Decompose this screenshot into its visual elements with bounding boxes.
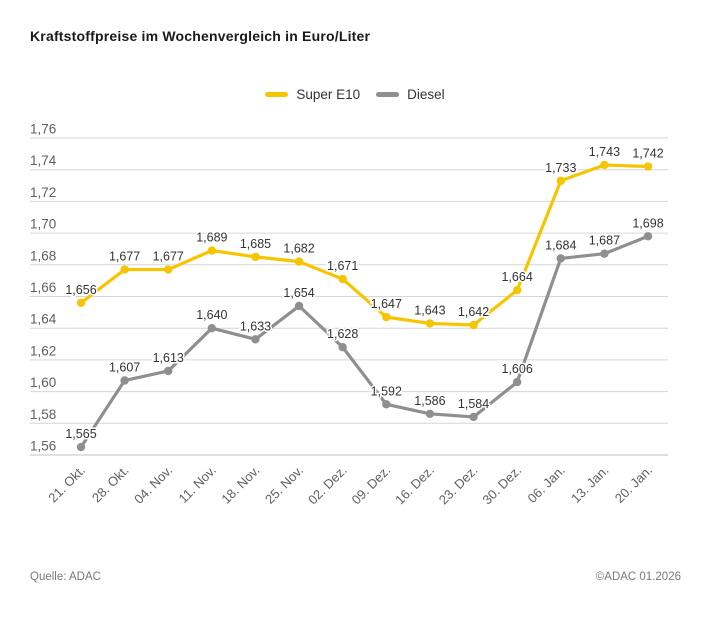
super-e10-line-swatch-icon (265, 92, 289, 97)
point-label-super-e10: 1,671 (327, 259, 358, 273)
point-label-super-e10: 1,643 (414, 303, 445, 317)
point-label-diesel: 1,586 (414, 394, 445, 408)
x-axis-label: 25. Nov. (262, 463, 306, 507)
point-label-super-e10: 1,677 (109, 250, 140, 264)
x-axis-label: 28. Okt. (89, 463, 132, 506)
point-diesel (76, 442, 86, 452)
point-diesel (120, 376, 129, 385)
point-label-diesel: 1,592 (371, 384, 402, 398)
point-super-e10 (294, 257, 304, 266)
legend-label-super-e10: Super E10 (296, 87, 361, 102)
y-axis-label: 1,68 (30, 248, 56, 263)
y-axis-label: 1,72 (30, 185, 56, 200)
point-super-e10 (556, 176, 565, 185)
point-diesel (600, 249, 609, 258)
y-axis-label: 1,58 (30, 407, 56, 422)
point-label-super-e10: 1,642 (458, 305, 489, 319)
point-diesel (512, 377, 522, 387)
y-axis-label: 1,74 (30, 153, 57, 168)
point-diesel (643, 232, 653, 241)
point-label-super-e10: 1,656 (65, 283, 96, 297)
x-axis-label: 20. Jan. (612, 463, 655, 506)
point-super-e10 (164, 265, 173, 274)
footer: Quelle: ADAC ©ADAC 01.2026 (30, 571, 681, 583)
point-label-diesel: 1,606 (502, 362, 533, 376)
point-label-diesel: 1,654 (283, 286, 314, 300)
legend-item-diesel: Diesel (376, 87, 445, 102)
point-label-super-e10: 1,733 (545, 161, 576, 175)
point-label-super-e10: 1,742 (632, 147, 663, 161)
point-diesel (556, 254, 565, 263)
point-super-e10 (382, 312, 391, 322)
point-label-diesel: 1,628 (327, 327, 358, 341)
x-axis-label: 18. Nov. (218, 463, 262, 507)
point-diesel (425, 409, 435, 418)
point-label-diesel: 1,640 (196, 308, 227, 322)
point-label-diesel: 1,633 (240, 319, 271, 333)
point-label-diesel: 1,698 (632, 216, 663, 230)
point-super-e10 (120, 265, 129, 274)
point-label-diesel: 1,684 (545, 238, 576, 252)
x-axis-label: 21. Okt. (45, 463, 88, 506)
point-diesel (382, 400, 391, 409)
point-super-e10 (425, 319, 435, 328)
chart-title: Kraftstoffpreise im Wochenvergleich in E… (30, 28, 371, 44)
x-axis-label: 04. Nov. (131, 463, 175, 507)
x-axis-label: 09. Dez. (349, 463, 394, 508)
point-label-diesel: 1,607 (109, 361, 140, 375)
x-axis-label: 02. Dez. (305, 463, 350, 508)
legend-label-diesel: Diesel (407, 87, 445, 102)
point-label-super-e10: 1,689 (196, 231, 227, 245)
x-axis-label: 30. Dez. (479, 463, 524, 508)
point-diesel (338, 343, 347, 352)
x-axis-label: 11. Nov. (175, 463, 218, 506)
line-super-e10 (79, 163, 650, 327)
y-axis-label: 1,76 (30, 122, 56, 137)
point-diesel (164, 366, 173, 376)
point-super-e10 (469, 320, 478, 330)
point-label-super-e10: 1,677 (153, 250, 184, 264)
x-axis-label: 13. Jan. (568, 463, 611, 506)
point-label-super-e10: 1,743 (589, 145, 620, 159)
y-axis-label: 1,56 (30, 439, 56, 454)
point-label-super-e10: 1,682 (283, 242, 314, 256)
point-super-e10 (512, 285, 522, 295)
point-super-e10 (600, 160, 609, 170)
point-super-e10 (76, 298, 86, 308)
y-axis-label: 1,60 (30, 375, 56, 390)
point-diesel (251, 335, 260, 344)
y-axis-label: 1,66 (30, 280, 56, 295)
copyright-text: ©ADAC 01.2026 (595, 571, 681, 583)
point-label-diesel: 1,584 (458, 397, 489, 411)
x-axis-label: 23. Dez. (436, 463, 481, 508)
point-diesel (469, 412, 478, 422)
source-text: Quelle: ADAC (30, 571, 101, 583)
point-label-super-e10: 1,664 (502, 270, 533, 284)
point-super-e10 (338, 274, 347, 284)
y-axis-label: 1,70 (30, 217, 56, 232)
line-diesel (79, 234, 650, 449)
legend-item-super-e10: Super E10 (265, 87, 360, 102)
point-diesel (207, 324, 217, 333)
point-super-e10 (643, 162, 653, 171)
point-diesel (294, 301, 304, 311)
y-axis-label: 1,62 (30, 343, 56, 358)
diesel-line-swatch-icon (376, 92, 400, 97)
y-axis-label: 1,64 (30, 312, 57, 327)
point-super-e10 (207, 246, 217, 255)
point-super-e10 (251, 252, 260, 262)
point-label-super-e10: 1,685 (240, 237, 271, 251)
x-axis-label: 06. Jan. (525, 463, 568, 506)
point-label-diesel: 1,687 (589, 234, 620, 248)
point-label-diesel: 1,565 (65, 427, 96, 441)
point-label-diesel: 1,613 (153, 351, 184, 365)
legend: Super E10 Diesel (0, 87, 710, 102)
x-axis-label: 16. Dez. (392, 463, 437, 508)
point-label-super-e10: 1,647 (371, 297, 402, 311)
